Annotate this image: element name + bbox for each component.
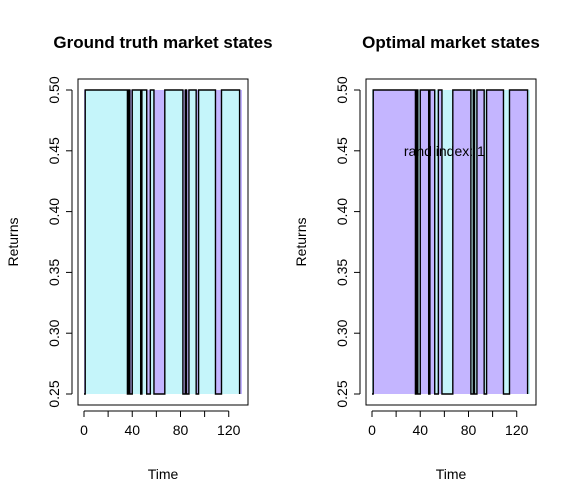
y-tick-label: 0.50 xyxy=(46,76,62,103)
y-tick-label: 0.25 xyxy=(46,380,62,407)
x-tick-label: 80 xyxy=(461,422,477,438)
y-axis-label: Returns xyxy=(5,217,21,266)
rand-index-annotation: rand index: 1 xyxy=(404,143,485,159)
y-tick-label: 0.25 xyxy=(334,380,350,407)
x-axis-label: Time xyxy=(436,466,467,482)
chart-panel-1: 0 40 80 120 0.25 0.30 0.35 0.40 0.45 0.50 Ground t… xyxy=(5,33,273,482)
chart-title: Ground truth market states xyxy=(53,33,272,52)
x-tick-label: 40 xyxy=(412,422,428,438)
series-line xyxy=(84,89,241,395)
plot-frame xyxy=(365,78,537,406)
x-tick-label: 80 xyxy=(173,422,189,438)
x-tick-label: 0 xyxy=(80,422,88,438)
y-tick-label: 0.30 xyxy=(334,319,350,346)
series-line xyxy=(372,89,529,395)
x-axis-label: Time xyxy=(148,466,179,482)
y-tick-label: 0.40 xyxy=(334,198,350,225)
y-tick-label: 0.35 xyxy=(334,259,350,286)
y-tick-label: 0.35 xyxy=(46,259,62,286)
x-tick-label: 120 xyxy=(217,422,241,438)
x-tick-label: 120 xyxy=(505,422,529,438)
x-tick-label: 0 xyxy=(368,422,376,438)
y-tick-label: 0.45 xyxy=(334,137,350,164)
state-fill-area xyxy=(373,90,528,394)
y-tick-label: 0.45 xyxy=(46,137,62,164)
y-tick-label: 0.50 xyxy=(334,76,350,103)
state-fill-area xyxy=(85,90,240,394)
y-tick-label: 0.30 xyxy=(46,319,62,346)
y-tick-label: 0.40 xyxy=(46,198,62,225)
x-tick-label: 40 xyxy=(124,422,140,438)
chart-panel-2: 0 40 80 120 0.25 0.30 0.35 0.40 0.45 0.50 Optimal … xyxy=(293,33,540,482)
chart-title: Optimal market states xyxy=(362,33,540,52)
y-axis-label: Returns xyxy=(293,217,309,266)
plot-frame xyxy=(77,78,249,406)
